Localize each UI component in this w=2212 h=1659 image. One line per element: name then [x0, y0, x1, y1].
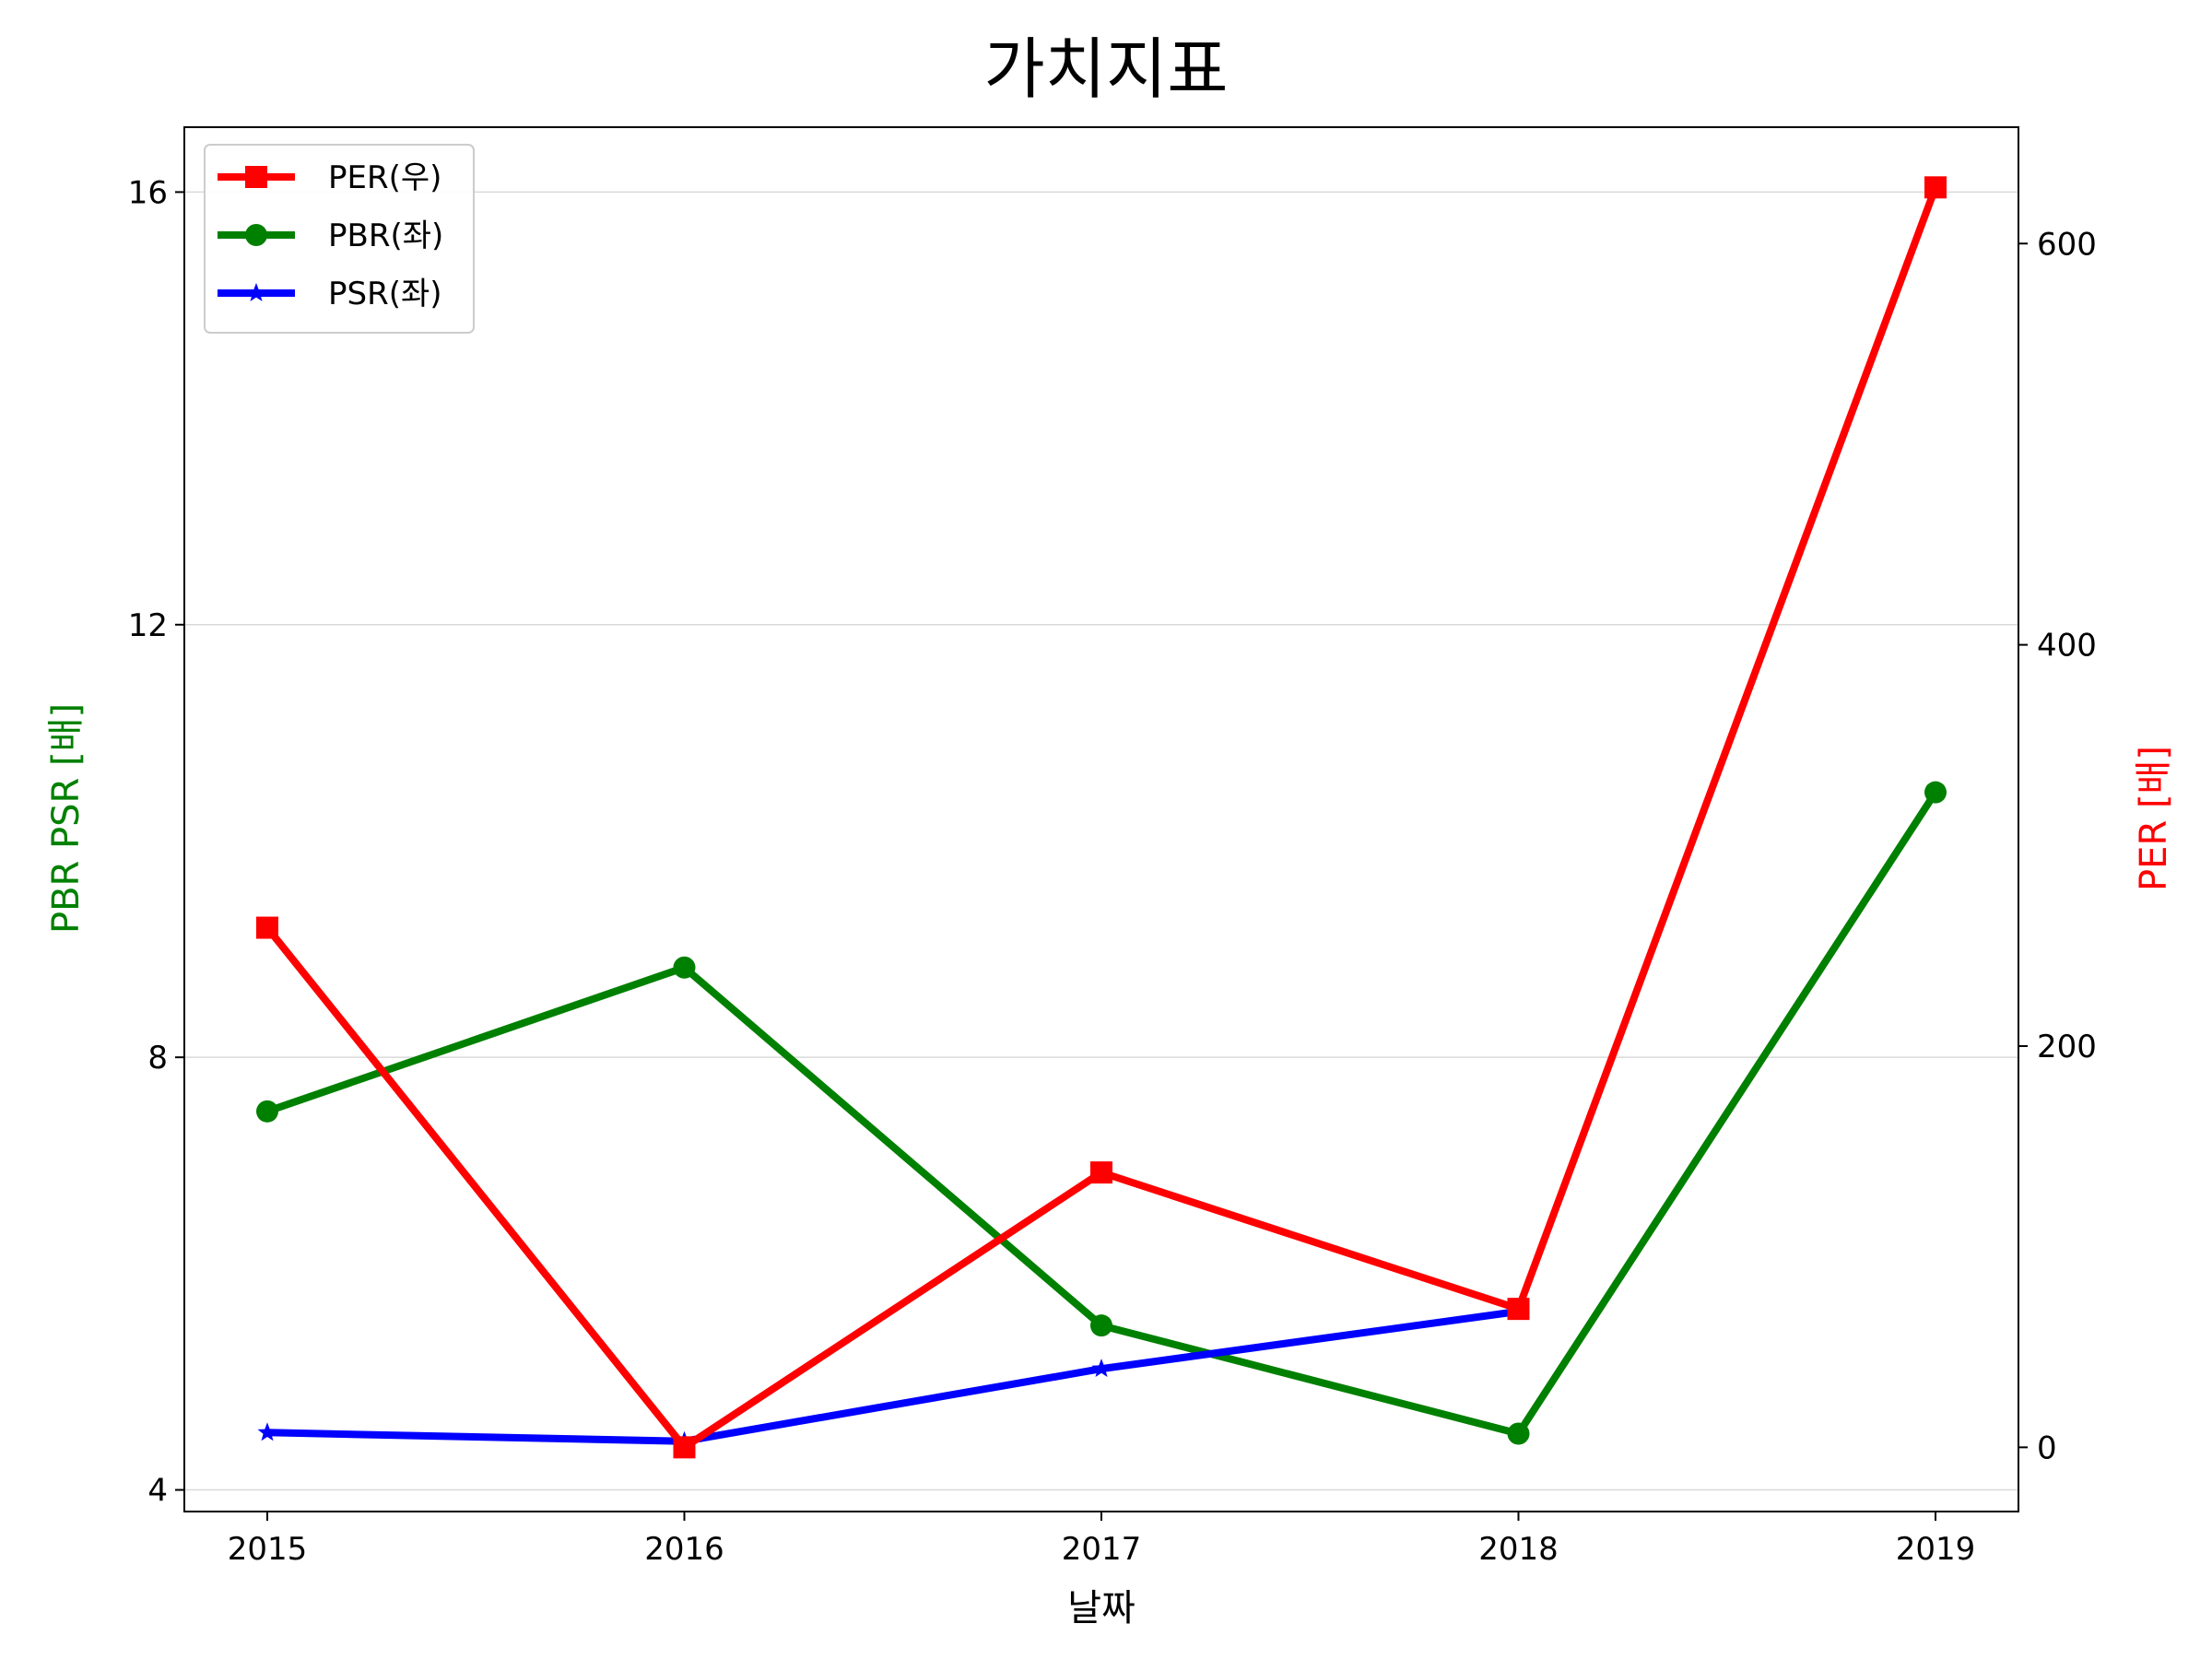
- data-point: [1090, 1161, 1112, 1184]
- x-tick-label: 2019: [1896, 1531, 1976, 1568]
- left-tick-label: 8: [147, 1040, 168, 1077]
- chart-title: 가치지표: [984, 30, 1229, 108]
- left-y-axis-title: PBR PSR [배]: [45, 703, 88, 934]
- series-layer: [256, 176, 1947, 1459]
- data-point: [256, 916, 278, 939]
- left-tick-label: 16: [128, 174, 168, 211]
- series-line: [266, 1307, 1520, 1445]
- left-tick-label: 4: [147, 1473, 168, 1510]
- gridlines: [184, 191, 2018, 1491]
- left-y-axis: 4 8 12 16: [128, 174, 184, 1510]
- right-tick-label: 0: [2037, 1430, 2057, 1466]
- left-tick-label: 12: [128, 607, 168, 644]
- legend-marker: [245, 166, 267, 188]
- legend-entry: PSR(좌): [218, 276, 442, 312]
- data-point: [1924, 176, 1947, 199]
- data-point: [1924, 781, 1947, 804]
- series-square: [256, 176, 1947, 1459]
- legend-label: PSR(좌): [328, 276, 442, 312]
- data-point: [1507, 1298, 1530, 1321]
- legend-label: PBR(좌): [328, 218, 443, 254]
- right-y-axis: 0 200 400 600: [2018, 226, 2097, 1466]
- legend: PER(우) PBR(좌) PSR(좌): [204, 144, 475, 334]
- right-tick-label: 600: [2037, 226, 2097, 263]
- right-tick-label: 200: [2037, 1029, 2097, 1065]
- legend-box: [204, 144, 475, 334]
- data-point: [673, 956, 696, 979]
- legend-label: PER(우): [328, 159, 441, 196]
- data-point: [256, 1100, 278, 1123]
- x-tick-label: 2015: [228, 1531, 308, 1568]
- series-circle: [256, 781, 1947, 1445]
- legend-marker: [245, 224, 267, 246]
- x-axis-title: 날짜: [1067, 1587, 1135, 1630]
- x-axis: 2015 2016 2017 2018 2019: [228, 1512, 1976, 1568]
- data-point: [1090, 1314, 1112, 1337]
- data-point: [1507, 1422, 1530, 1445]
- data-point: [673, 1436, 696, 1459]
- x-tick-label: 2017: [1062, 1531, 1142, 1568]
- right-tick-label: 400: [2037, 628, 2097, 665]
- legend-marker: [246, 283, 266, 301]
- legend-entry: PBR(좌): [218, 218, 443, 254]
- right-y-axis-title: PER [배]: [2133, 746, 2175, 891]
- data-point: [1091, 1359, 1112, 1377]
- legend-entry: PER(우): [218, 159, 441, 196]
- data-point: [257, 1422, 277, 1441]
- x-tick-label: 2016: [644, 1531, 724, 1568]
- x-tick-label: 2018: [1478, 1531, 1559, 1568]
